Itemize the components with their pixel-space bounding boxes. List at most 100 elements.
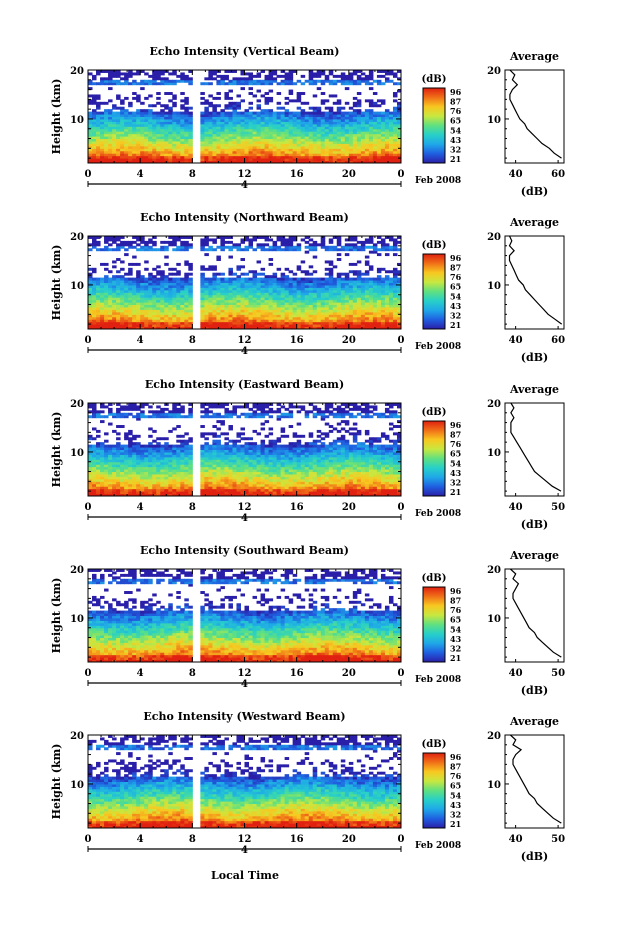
heatmap-cell [148, 158, 153, 162]
heatmap-cell [360, 143, 366, 147]
heatmap-cell [320, 138, 326, 142]
heatmap-cell [264, 243, 270, 247]
heatmap-cell [128, 131, 133, 135]
heatmap-cell [268, 138, 274, 142]
heatmap-cell [224, 245, 229, 249]
heatmap-cell [324, 148, 330, 152]
heatmap-cell [204, 136, 209, 140]
heatmap-cell [128, 267, 133, 271]
heatmap-cell [312, 136, 318, 140]
heatmap-cell [248, 238, 254, 242]
heatmap-cell [168, 277, 173, 281]
heatmap-cell [376, 111, 382, 115]
heatmap-cell [212, 160, 217, 164]
heatmap-cell [348, 153, 354, 157]
heatmap-cell [148, 143, 153, 147]
heatmap-cell [372, 158, 378, 162]
heatmap-cell [176, 136, 181, 140]
heatmap-cell [108, 109, 113, 113]
heatmap-cell [216, 148, 221, 152]
heatmap-cell [340, 153, 346, 157]
heatmap-cell [208, 143, 213, 147]
heatmap-cell [168, 131, 173, 135]
heatmap-cell [92, 140, 97, 144]
heatmap-cell [132, 96, 137, 100]
heatmap-cell [336, 74, 342, 78]
colorbar [422, 87, 446, 164]
heatmap-cell [392, 267, 398, 271]
heatmap-cell [148, 128, 153, 132]
heatmap-cell [132, 136, 137, 140]
heatmap-cell [372, 150, 378, 154]
heatmap-cell [176, 145, 181, 149]
heatmap-cell [232, 158, 237, 162]
heatmap-cell [164, 275, 169, 279]
heatmap-cell [144, 109, 149, 113]
heatmap-cell [376, 138, 382, 142]
heatmap-cell [288, 160, 294, 164]
heatmap-cell [356, 133, 362, 137]
heatmap-cell [348, 136, 354, 140]
heatmap-cell [320, 277, 326, 281]
heatmap-cell [336, 158, 342, 162]
heatmap-cell [144, 155, 149, 159]
heatmap-cell [280, 148, 286, 152]
heatmap-cell [356, 150, 362, 154]
heatmap-cell [328, 148, 334, 152]
heatmap-cell [140, 158, 145, 162]
heatmap-cell [232, 131, 237, 135]
heatmap-cell [116, 258, 121, 261]
heatmap-cell [200, 138, 205, 142]
heatmap-cell [276, 158, 282, 162]
heatmap-cell [280, 272, 286, 276]
heatmap-cell [188, 158, 193, 162]
heatmap-cell [168, 148, 173, 152]
heatmap-cell [120, 148, 125, 152]
heatmap-cell [104, 245, 109, 249]
heatmap-cell [92, 109, 97, 113]
heatmap-cell [144, 140, 149, 144]
heatmap-cell [164, 128, 169, 132]
heatmap-cell [260, 133, 266, 137]
heatmap-cell [252, 155, 258, 159]
heatmap-cell [104, 275, 109, 279]
heatmap-cell [360, 272, 366, 276]
heatmap-cell [276, 148, 282, 152]
heatmap-cell [200, 145, 205, 149]
heatmap-cell [296, 133, 302, 137]
heatmap-cell [344, 272, 350, 276]
heatmap-cell [280, 131, 286, 135]
heatmap-cell [96, 101, 101, 105]
heatmap-cell [212, 145, 217, 149]
heatmap-cell [388, 79, 394, 83]
heatmap-cell [248, 101, 254, 105]
heatmap-cell [208, 153, 213, 157]
heatmap-cell [396, 136, 402, 140]
heatmap-cell [288, 150, 294, 154]
heatmap-cell [312, 153, 318, 157]
heatmap-cell [324, 131, 330, 135]
heatmap-cell [240, 277, 245, 281]
heatmap-cell [288, 270, 294, 274]
heatmap-cell [232, 140, 237, 144]
heatmap-cell [144, 158, 149, 162]
heatmap-cell [308, 143, 314, 147]
heatmap-cell [348, 138, 354, 142]
heatmap-cell [328, 131, 334, 135]
heatmap-cell [284, 138, 290, 142]
heatmap-cell [120, 131, 125, 135]
heatmap-cell [180, 136, 185, 140]
heatmap-cell [376, 99, 382, 103]
heatmap-cell [160, 133, 165, 137]
heatmap-cell [316, 153, 322, 157]
x-tick-label: 12 [238, 169, 252, 180]
heatmap-cell [200, 128, 205, 132]
heatmap-cell [340, 143, 346, 147]
heatmap-cell [184, 148, 189, 152]
y-tick-label: 10 [70, 281, 84, 292]
heatmap-cell [260, 243, 266, 247]
heatmap-cell [268, 96, 274, 100]
heatmap-cell [148, 131, 153, 135]
heatmap-cell [100, 136, 105, 140]
heatmap-cell [328, 79, 334, 83]
